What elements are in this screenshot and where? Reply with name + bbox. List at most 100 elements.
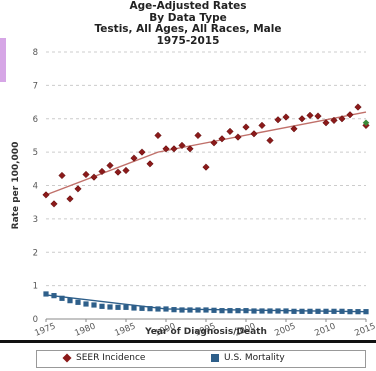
mortality-point — [243, 308, 249, 314]
mortality-point — [171, 307, 177, 313]
mortality-point — [331, 308, 337, 314]
seer-point — [322, 119, 330, 127]
mortality-point — [323, 308, 329, 314]
seer-point — [42, 191, 50, 199]
x-tick-label: 1985 — [113, 321, 137, 338]
seer-point — [282, 113, 290, 121]
seer-point — [242, 123, 250, 131]
mortality-point — [299, 308, 305, 314]
y-tick-label: 6 — [33, 115, 38, 125]
mortality-point — [211, 307, 217, 313]
seer-point — [250, 130, 258, 138]
seer-point — [338, 115, 346, 123]
mortality-point — [339, 308, 345, 314]
y-tick-label: 0 — [33, 315, 38, 325]
seer-point — [298, 115, 306, 123]
y-tick-label: 8 — [33, 48, 38, 58]
mortality-point — [347, 309, 353, 315]
y-tick-label: 2 — [33, 248, 38, 258]
y-tick-label: 5 — [33, 148, 38, 158]
seer-point — [202, 163, 210, 171]
seer-point — [306, 111, 314, 120]
mortality-point — [107, 304, 113, 310]
mortality-point — [131, 305, 137, 311]
mortality-point — [91, 302, 97, 308]
seer-point — [258, 121, 266, 130]
chart-bottom-divider — [0, 340, 376, 343]
mortality-point — [275, 308, 281, 314]
x-tick-label: 2015 — [353, 321, 376, 338]
seer-point — [90, 173, 98, 181]
mortality-point — [283, 308, 289, 314]
y-axis-title: Rate per 100,000 — [11, 142, 21, 230]
mortality-point — [203, 307, 209, 313]
x-axis-title: Year of Diagnosis/Death — [144, 327, 267, 337]
seer-point — [50, 200, 58, 208]
seer-point — [314, 112, 322, 120]
seer-point — [98, 167, 106, 176]
x-tick-label: 2005 — [273, 321, 297, 338]
mortality-point — [307, 308, 313, 314]
chart-legend: SEER Incidence U.S. Mortality — [36, 350, 366, 368]
seer-point — [74, 185, 82, 193]
diamond-icon — [62, 353, 72, 363]
mortality-point — [291, 308, 297, 314]
seer-point — [330, 116, 338, 125]
seer-point — [178, 141, 186, 150]
mortality-point — [83, 301, 89, 307]
seer-point — [162, 145, 170, 153]
mortality-point — [43, 291, 49, 297]
mortality-point — [75, 299, 81, 305]
legend-label-mortality: U.S. Mortality — [224, 353, 285, 363]
seer-point — [186, 145, 194, 153]
mortality-point — [139, 305, 145, 311]
square-icon — [211, 354, 219, 362]
y-tick-label: 4 — [33, 182, 38, 192]
mortality-point — [187, 307, 193, 313]
side-tab-strip — [0, 38, 6, 82]
seer-point — [58, 171, 66, 180]
chart-subtitle-years: 1975-2015 — [156, 34, 220, 47]
seer-point — [170, 145, 178, 153]
mortality-point — [267, 308, 273, 314]
mortality-point — [123, 304, 129, 310]
x-tick-label: 2010 — [313, 321, 337, 338]
mortality-point — [163, 306, 169, 312]
seer-point — [146, 160, 154, 168]
seer-point — [210, 139, 218, 147]
legend-item-seer[interactable]: SEER Incidence — [62, 353, 146, 363]
seer-point — [154, 131, 162, 140]
seer-point — [234, 133, 242, 141]
mortality-point — [219, 308, 225, 314]
seer-point — [122, 166, 130, 175]
mortality-point — [227, 308, 233, 314]
seer-point — [130, 154, 138, 162]
mortality-point — [251, 308, 257, 314]
seer-point — [218, 135, 226, 143]
y-tick-label: 1 — [33, 282, 38, 292]
mortality-point — [155, 306, 161, 312]
mortality-point — [147, 306, 153, 312]
seer-point — [138, 148, 146, 156]
mortality-point — [363, 309, 369, 315]
legend-label-seer: SEER Incidence — [76, 353, 146, 363]
mortality-point — [115, 304, 121, 310]
mortality-point — [195, 307, 201, 313]
chart-title: Age-Adjusted Rates — [129, 0, 247, 12]
mortality-point — [315, 308, 321, 314]
seer-trend-line — [45, 111, 367, 196]
mortality-point — [59, 295, 65, 301]
mortality-point — [179, 307, 185, 313]
mortality-point — [235, 308, 241, 314]
chart-subtitle-data-type: By Data Type — [149, 11, 227, 24]
mortality-point — [67, 298, 73, 304]
seer-point — [274, 116, 282, 124]
mortality-point — [51, 293, 57, 299]
chart-subtitle-population: Testis, All Ages, All Races, Male — [94, 23, 282, 35]
mortality-point — [99, 303, 105, 309]
y-tick-label: 7 — [33, 81, 38, 91]
mortality-point — [259, 308, 265, 314]
legend-item-mortality[interactable]: U.S. Mortality — [211, 353, 285, 363]
x-tick-label: 1980 — [73, 321, 97, 338]
